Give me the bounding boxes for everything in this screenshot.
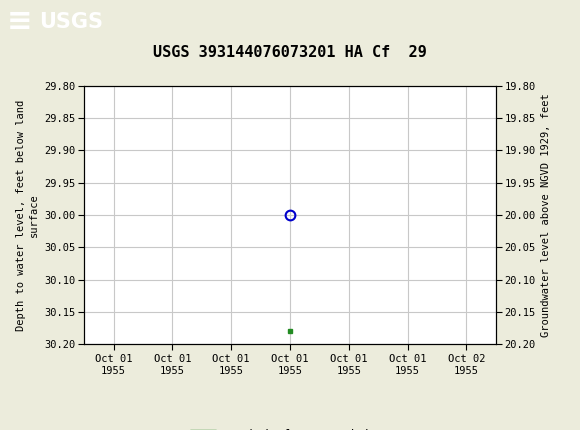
Y-axis label: Groundwater level above NGVD 1929, feet: Groundwater level above NGVD 1929, feet	[541, 93, 551, 337]
Text: USGS 393144076073201 HA Cf  29: USGS 393144076073201 HA Cf 29	[153, 45, 427, 60]
Text: USGS: USGS	[39, 12, 103, 31]
Text: ≡: ≡	[7, 7, 32, 36]
Y-axis label: Depth to water level, feet below land
surface: Depth to water level, feet below land su…	[16, 99, 39, 331]
Legend: Period of approved data: Period of approved data	[186, 424, 394, 430]
